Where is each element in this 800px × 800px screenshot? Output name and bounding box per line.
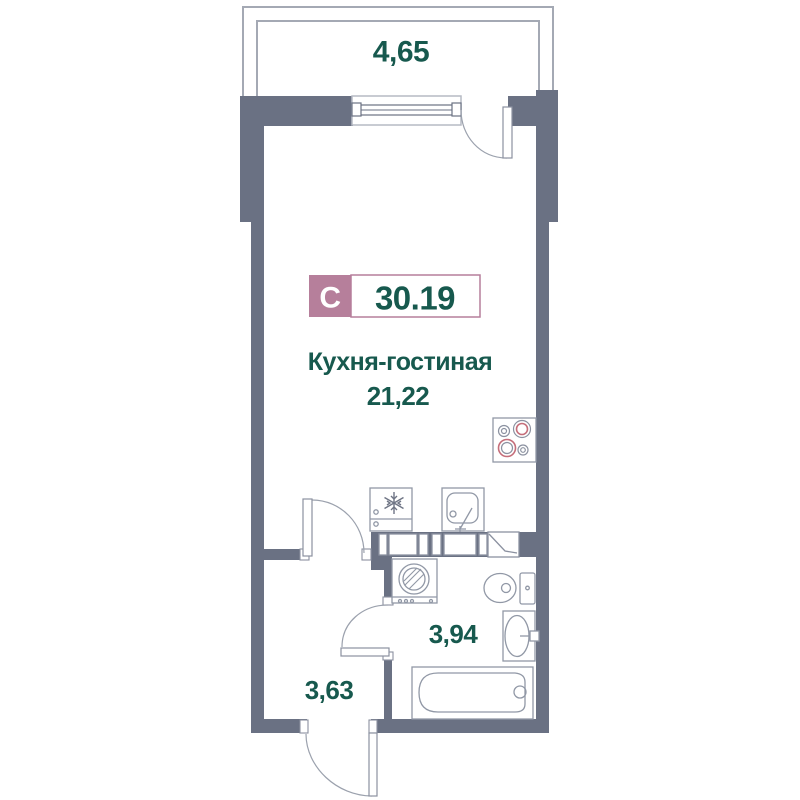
washer-drum-inner <box>402 567 426 591</box>
vent-shaft <box>431 533 442 556</box>
window-jamb-right <box>451 102 462 117</box>
door-leaf <box>302 498 313 557</box>
sink-faucet <box>459 507 473 530</box>
door-leaf <box>340 647 390 657</box>
kitchen-door <box>299 498 372 561</box>
vent-shaft <box>388 533 418 556</box>
kitchen-living-name-label: Кухня-гостиная <box>308 348 493 376</box>
balcony-railing-outer <box>242 6 554 96</box>
door-leaf <box>368 732 378 797</box>
fridge-hinge <box>373 509 379 515</box>
vent-duct-diagonal <box>488 533 518 554</box>
sink-tap <box>455 526 466 532</box>
room-labels: 4,65 Кухня-гостиная 21,22 3,94 3,63 <box>305 36 493 706</box>
ventilation-duct-symbol <box>487 531 520 558</box>
washer-knob <box>428 598 434 604</box>
kitchen-living-area-label: 21,22 <box>367 381 430 411</box>
bathtub-drain <box>513 685 527 699</box>
vent-shaft <box>378 533 388 556</box>
basin-tap <box>529 630 540 642</box>
hallway-area-label: 3,63 <box>305 675 354 705</box>
apartment-type-badge: С 30.19 <box>309 274 481 318</box>
door-jamb <box>361 548 372 561</box>
wall-segment-bath-upper <box>384 557 392 604</box>
door-swing-arc <box>305 733 373 797</box>
wall-segment-bottom-left <box>251 719 307 733</box>
vent-shaft <box>418 533 429 556</box>
wall-segment-bath-lower <box>384 652 392 719</box>
cooktop-burners-small <box>497 419 532 456</box>
cooktop <box>492 417 537 463</box>
wall-segment-left-lower <box>251 222 264 733</box>
ventilation-shafts <box>378 531 520 558</box>
vent-shaft <box>443 533 477 556</box>
door-swing-arc <box>341 604 389 648</box>
washer-knob <box>397 598 403 604</box>
wall-segment-right-lower <box>536 222 549 733</box>
balcony <box>242 6 554 96</box>
wall-segment-hall <box>264 549 308 560</box>
balcony-area-label: 4,65 <box>373 36 429 69</box>
washer-knob <box>403 598 409 604</box>
washer-drum-hatch <box>403 567 425 590</box>
fridge <box>369 487 413 532</box>
sink-bowl <box>446 492 479 524</box>
entry-door <box>299 719 378 797</box>
bathtub-basin <box>418 672 526 713</box>
kitchen-sink <box>441 487 485 532</box>
sink-drain <box>449 510 457 518</box>
washing-machine <box>391 558 438 604</box>
bathroom-area-label: 3,94 <box>429 619 479 649</box>
door-leaf <box>502 106 513 159</box>
badge-type-letter: С <box>319 282 340 315</box>
wall-segment-left-upper <box>240 96 264 222</box>
toilet <box>483 572 536 605</box>
snowflake-icon <box>384 492 404 514</box>
door-jamb <box>299 719 309 734</box>
toilet-tank <box>519 572 536 605</box>
fridge-hinge <box>373 521 379 527</box>
wall-segment-bottom-right <box>371 719 549 733</box>
wall-segment-right-upper <box>536 90 558 222</box>
toilet-button <box>525 585 530 591</box>
badge-value-box <box>350 274 481 318</box>
cooktop-burners-accent <box>497 422 529 458</box>
toilet-drain <box>500 582 512 594</box>
balcony-door <box>460 106 513 159</box>
door-swing-arc <box>460 109 508 159</box>
badge-letter-box <box>309 275 351 317</box>
bathroom-door <box>340 596 394 661</box>
bathtub <box>411 666 534 720</box>
bathtub-rim <box>411 666 534 720</box>
door-swing-arc <box>311 499 365 554</box>
vent-shaft <box>478 533 488 556</box>
wash-basin <box>502 610 540 662</box>
washer-knob <box>409 598 415 604</box>
toilet-bowl <box>483 572 517 604</box>
vent-duct-box <box>487 531 520 558</box>
balcony-railing-inner <box>256 20 540 96</box>
window-jamb-left <box>351 102 362 117</box>
washer-drum-outer <box>398 563 430 595</box>
window <box>351 95 462 126</box>
door-jamb <box>368 719 378 734</box>
badge-total-area: 30.19 <box>375 280 455 317</box>
